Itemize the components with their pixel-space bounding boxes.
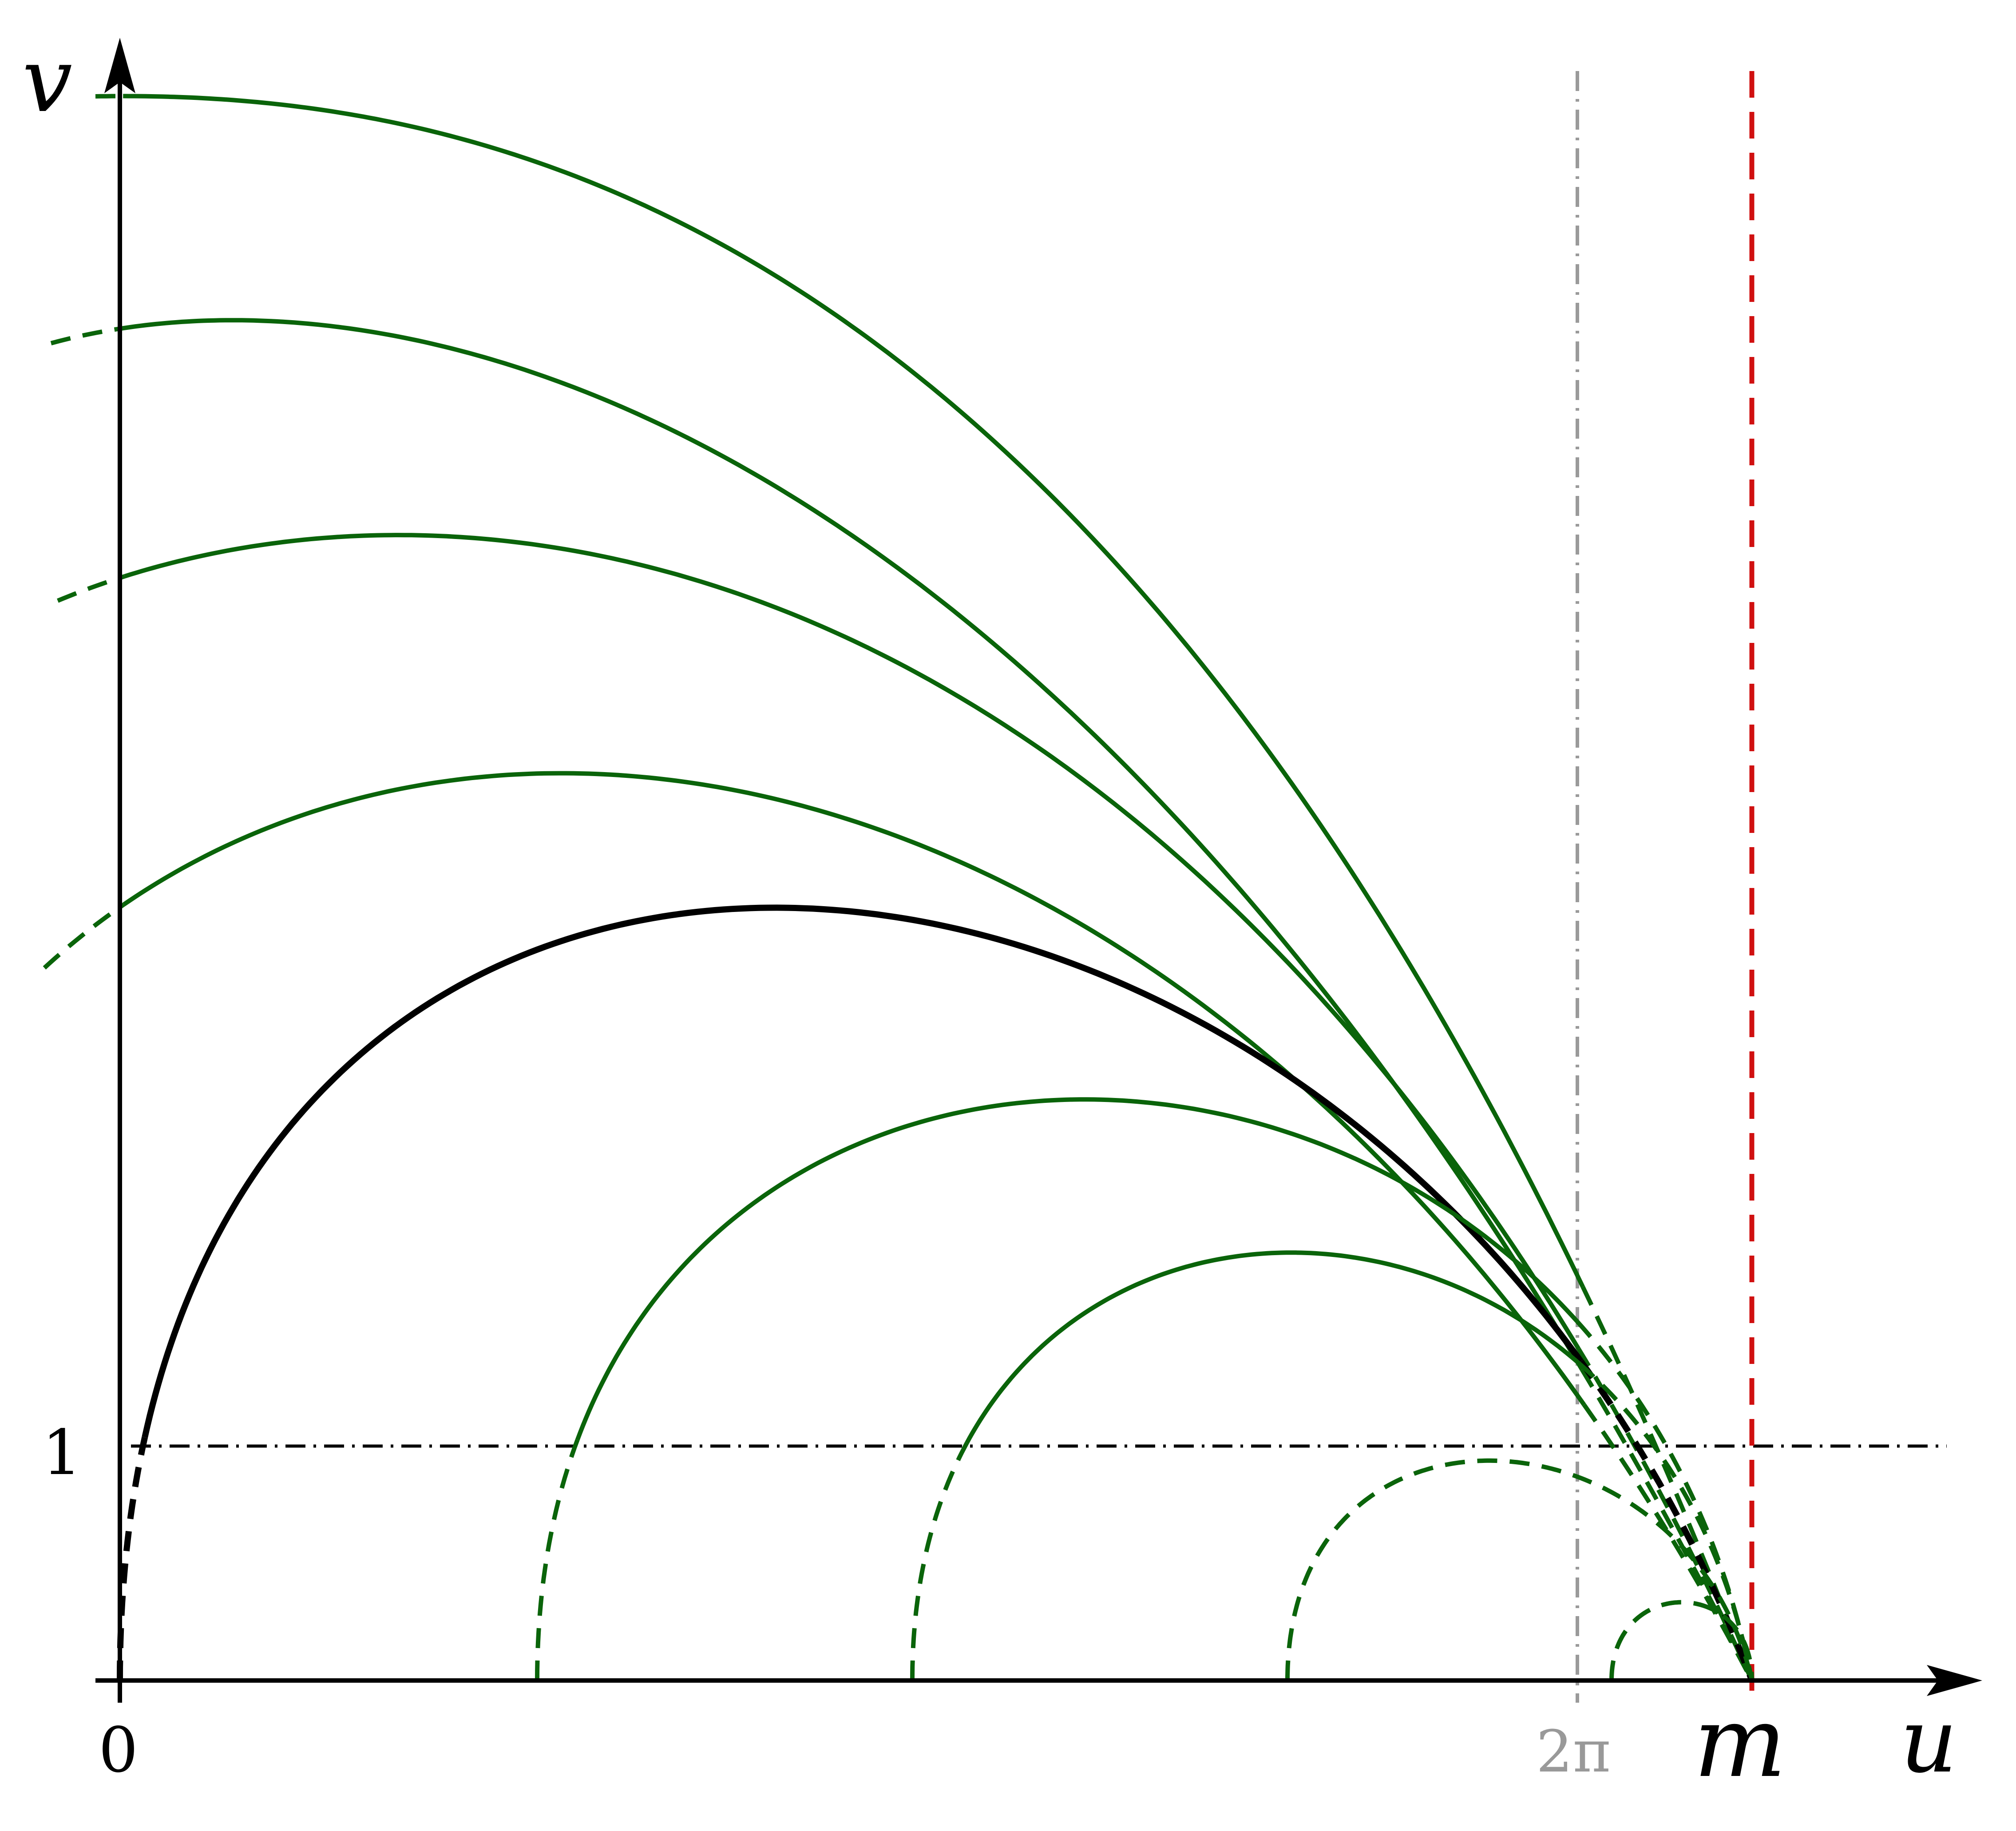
v-axis-label: v xyxy=(22,29,72,132)
green-curve-segment xyxy=(575,1097,1579,1441)
green-curve-segment xyxy=(1576,1347,1754,1682)
green-curve-segment xyxy=(124,533,1580,1350)
green-curve-segment xyxy=(1577,1361,1754,1681)
green-curve-segment xyxy=(1580,1286,1754,1681)
green-curve-segment xyxy=(1285,1458,1754,1681)
u-axis-label: u xyxy=(1900,1689,1957,1793)
black-curve-segment xyxy=(117,1436,148,1681)
green-curve-segment xyxy=(43,903,125,970)
green-curve-segment xyxy=(1582,1403,1754,1682)
m-label: m xyxy=(1694,1685,1786,1799)
arrowhead-up-icon xyxy=(104,38,135,93)
green-curve-segment xyxy=(535,1439,580,1681)
green-curve-segment xyxy=(910,1442,969,1681)
one-tick-label: 1 xyxy=(42,1417,82,1489)
green-curve-segment xyxy=(1609,1600,1754,1680)
origin-label: 0 xyxy=(99,1714,138,1787)
green-curve-segment xyxy=(123,771,1586,1407)
green-curve-segment xyxy=(123,94,1585,1288)
green-curve-segment xyxy=(57,574,126,603)
two-pi-tick-label: 2π xyxy=(1536,1718,1611,1785)
green-curve-segment xyxy=(965,1250,1580,1444)
curve-family xyxy=(43,94,1755,1682)
arrowhead-right-icon xyxy=(1927,1665,1982,1696)
green-curve-segment xyxy=(50,326,121,345)
black-curve-segment xyxy=(142,904,1584,1438)
green-curve-segment xyxy=(120,318,1584,1371)
